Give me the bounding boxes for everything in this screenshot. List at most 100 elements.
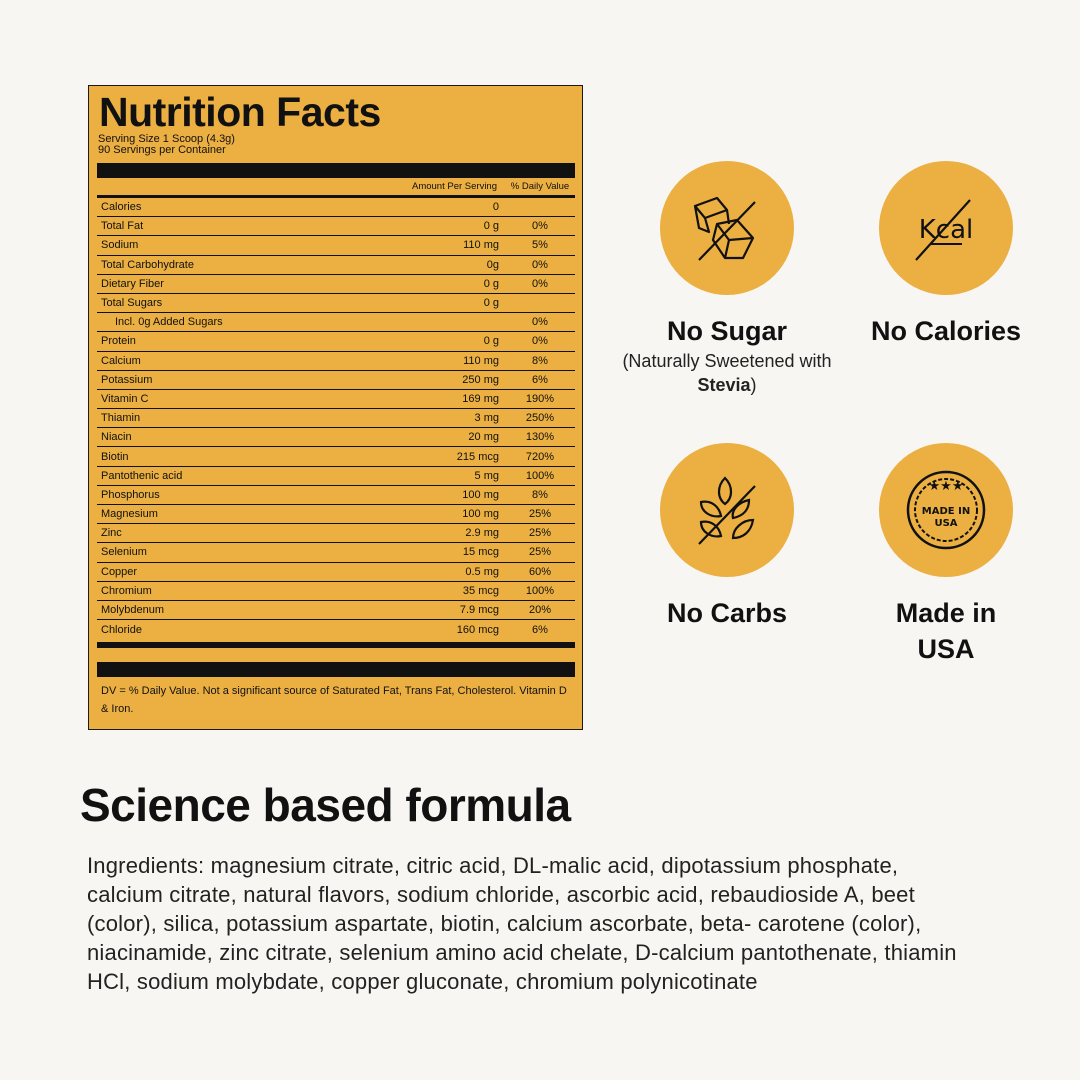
ingredients-text: Ingredients: magnesium citrate, citric a… — [87, 853, 957, 994]
nutrient-row: Pantothenic acid 5 mg 100% — [97, 467, 575, 486]
svg-text:★★★: ★★★ — [929, 478, 964, 493]
nutrient-row: Molybdenum 7.9 mcg 20% — [97, 601, 575, 621]
nutrient-dv: 130% — [525, 431, 555, 444]
nutrient-amount: 0 — [492, 201, 499, 214]
badge-title: No Sugar — [666, 316, 787, 346]
nutrient-amount: 5 mg — [474, 469, 499, 482]
nutrient-dv: 0% — [532, 277, 548, 290]
nutrient-name: Thiamin — [101, 412, 141, 425]
nutrient-name: Protein — [101, 335, 136, 348]
nutrient-dv: 25% — [528, 508, 552, 521]
nutrient-dv: 8% — [532, 354, 548, 367]
dv-header: % Daily Value — [510, 181, 570, 192]
nutrient-amount: 110 mg — [463, 239, 499, 252]
badge-title: No Carbs — [666, 598, 788, 628]
nutrient-name: Incl. 0g Added Sugars — [115, 316, 223, 329]
nutrient-name: Dietary Fiber — [101, 277, 164, 290]
nutrient-name: Phosphorus — [101, 488, 160, 501]
nutrient-dv: 0% — [532, 335, 548, 348]
nutrition-facts-label: Nutrition Facts Serving Size 1 Scoop (4.… — [88, 85, 583, 730]
nutrient-name: Copper — [101, 565, 138, 578]
nutrient-name: Total Fat — [101, 220, 144, 233]
nutrient-dv: 250% — [525, 412, 555, 425]
nutrient-name: Selenium — [101, 546, 147, 559]
badge-subtitle: (Naturally Sweetened with Stevia) — [607, 349, 847, 397]
nutrient-dv: 20% — [528, 604, 552, 617]
nutrient-dv: 0% — [532, 316, 548, 329]
subtitle-bold: Stevia — [697, 375, 751, 395]
nutrient-amount: 20 mg — [468, 431, 499, 444]
nutrient-name: Molybdenum — [101, 604, 164, 617]
divider-thick — [97, 642, 575, 649]
kcal-crossed-icon: Kcal — [879, 161, 1013, 295]
nutrient-name: Calories — [101, 201, 142, 214]
amount-header: Amount Per Serving — [411, 181, 497, 192]
nutrient-row: Thiamin 3 mg 250% — [97, 409, 575, 429]
nutrient-row: Selenium 15 mcg 25% — [97, 543, 575, 563]
subtitle-text: (Naturally Sweetened with — [622, 351, 832, 371]
nutrient-dv: 8% — [532, 488, 548, 501]
nutrient-name: Pantothenic acid — [101, 469, 183, 482]
nutrient-name: Calcium — [101, 354, 141, 367]
nutrient-amount: 100 mg — [462, 488, 499, 501]
nutrient-name: Niacin — [101, 431, 132, 444]
nutrient-name: Potassium — [101, 373, 153, 386]
nutrient-amount: 0 g — [483, 335, 499, 348]
nutrient-row: Copper 0.5 mg 60% — [97, 563, 575, 582]
nutrient-row: Zinc 2.9 mg 25% — [97, 524, 575, 544]
nutrient-dv: 0% — [532, 220, 548, 233]
badge-no-sugar: No Sugar (Naturally Sweetened with Stevi… — [607, 161, 847, 397]
section-heading: Science based formula — [80, 779, 571, 831]
nutrient-dv: 6% — [532, 373, 548, 386]
made-in-usa-seal-icon: ★★★ MADE IN USA — [879, 443, 1013, 577]
seal-text: MADE IN — [922, 506, 970, 517]
badge-title: No Calories — [870, 316, 1022, 346]
nutrient-amount: 3 mg — [474, 412, 499, 425]
subtitle-text: ) — [750, 375, 757, 395]
nutrient-amount: 110 mg — [463, 354, 499, 367]
nutrient-row: Calcium 110 mg 8% — [97, 352, 575, 371]
nutrient-dv: 720% — [525, 450, 555, 463]
nutrient-amount: 15 mcg — [462, 546, 499, 559]
nutrient-row: Incl. 0g Added Sugars 0% — [97, 313, 575, 333]
nutrient-row: Total Fat 0 g 0% — [97, 217, 575, 237]
nutrient-row: Dietary Fiber 0 g 0% — [97, 275, 575, 294]
badge-made-in-usa: ★★★ MADE IN USA Made in USA — [826, 443, 1066, 667]
nutrient-name: Total Sugars — [101, 297, 163, 310]
nutrient-name: Zinc — [101, 527, 122, 540]
nutrient-amount: 2.9 mg — [465, 527, 499, 540]
sugar-cubes-crossed-icon — [660, 161, 794, 295]
nutrient-amount: 7.9 mcg — [459, 604, 499, 617]
servings-per-container: 90 Servings per Container — [98, 144, 226, 156]
nutrient-dv: 100% — [525, 469, 555, 482]
nutrient-amount: 35 mcg — [462, 584, 499, 597]
nutrient-row: Chloride 160 mcg 6% — [97, 620, 575, 639]
nutrient-row: Magnesium 100 mg 25% — [97, 505, 575, 525]
nutrient-row: Chromium 35 mcg 100% — [97, 582, 575, 601]
column-header: Amount Per Serving % Daily Value — [97, 178, 575, 198]
nutrient-dv: 25% — [528, 527, 552, 540]
nutrient-row: Vitamin C 169 mg 190% — [97, 390, 575, 410]
badge-no-calories: Kcal No Calories — [826, 161, 1066, 349]
nutrient-amount: 0 g — [483, 297, 499, 310]
serving-size: Serving Size 1 Scoop (4.3g) — [98, 133, 235, 145]
nutrition-facts-title: Nutrition Facts — [99, 89, 381, 135]
nutrient-amount: 0 g — [483, 220, 499, 233]
nutrient-dv: 5% — [532, 239, 548, 252]
divider-bar — [97, 662, 575, 678]
nutrient-amount: 250 mg — [462, 373, 499, 386]
nutrient-dv: 6% — [532, 623, 548, 636]
nutrient-name: Biotin — [101, 450, 129, 463]
nutrient-amount: 215 mcg — [456, 450, 499, 463]
nutrient-amount: 0.5 mg — [465, 565, 499, 578]
grain-crossed-icon — [660, 443, 794, 577]
nutrient-amount: 100 mg — [462, 508, 499, 521]
nutrient-name: Magnesium — [101, 508, 158, 521]
footnote: DV = % Daily Value. Not a significant so… — [101, 685, 567, 716]
nutrient-dv: 25% — [528, 546, 552, 559]
nutrient-row: Total Carbohydrate 0g 0% — [97, 256, 575, 275]
nutrient-dv: 100% — [525, 584, 555, 597]
nutrient-name: Chloride — [101, 623, 142, 636]
nutrient-row: Potassium 250 mg 6% — [97, 371, 575, 390]
nutrient-rows: Calories 0 Total Fat 0 g 0% Sodium 110 mg 5% Tot… — [97, 198, 575, 639]
